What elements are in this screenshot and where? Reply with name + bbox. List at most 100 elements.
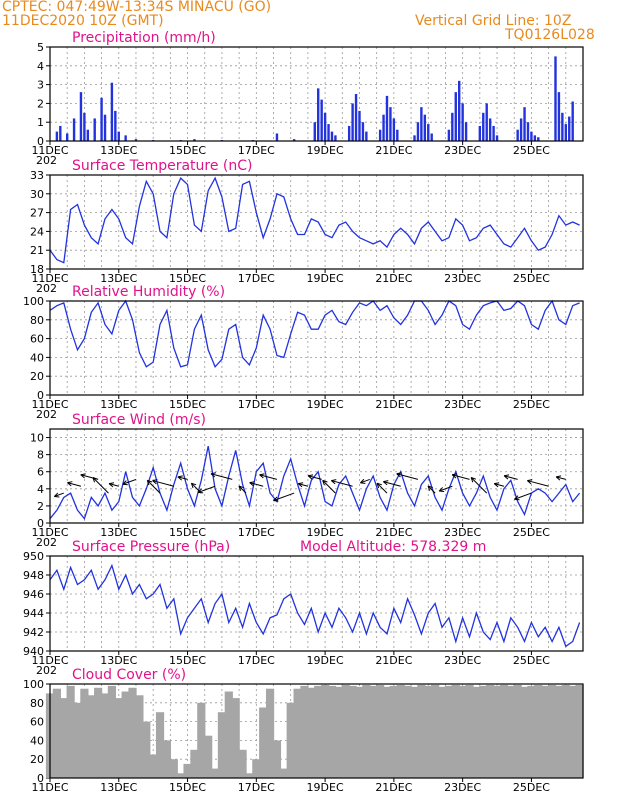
cloud-bar — [169, 759, 178, 778]
cloud-bar — [286, 702, 295, 778]
wind-arrow — [504, 475, 518, 480]
precip-bar — [492, 125, 495, 141]
pressure-xtick-label: 23DEC — [444, 654, 481, 667]
wind-arrow — [238, 485, 247, 494]
precip-bar — [485, 103, 488, 141]
temperature-frame — [49, 174, 584, 270]
wind-arrow — [122, 478, 137, 485]
model-code: TQ0126L028 — [505, 27, 595, 43]
precip-xtick-label: 13DEC — [100, 144, 137, 157]
precip-ytick-label: 0 — [37, 135, 44, 148]
pressure-xtick-label: 13DEC — [100, 654, 137, 667]
cloud-bar — [121, 691, 130, 778]
pressure-xtick-label: 19DEC — [307, 654, 344, 667]
cloud-ytick-label: 60 — [30, 716, 44, 729]
precip-bar — [313, 122, 316, 141]
forecast-date: 11DEC2020 10Z (GMT) — [2, 13, 164, 29]
precip-bar — [327, 124, 330, 141]
precip-bar — [83, 112, 86, 141]
wind-arrow-head — [383, 481, 388, 486]
precip-bar — [564, 124, 568, 141]
cloud-bar — [534, 684, 543, 778]
wind-arrow-head — [493, 483, 499, 488]
cloud-bar — [197, 702, 206, 778]
cloud-title: Cloud Cover (%) — [72, 667, 186, 683]
precip-bar — [382, 114, 385, 141]
wind-arrow — [298, 483, 309, 487]
cloud-bar — [100, 693, 110, 778]
wind-arrow-head — [307, 475, 313, 480]
cloud-bar — [451, 684, 460, 778]
precip-ytick-label: 1 — [37, 116, 44, 129]
temperature-xtick-label: 13DEC — [100, 272, 137, 285]
wind-arrow-head — [80, 474, 85, 479]
pressure-annotation: Model Altitude: 578.329 m — [300, 539, 486, 555]
wind-arrow-head — [190, 483, 194, 489]
wind-frame — [49, 428, 584, 524]
wind-arrow — [146, 480, 161, 494]
wind-arrow-head — [514, 498, 520, 501]
wind-arrow — [452, 474, 470, 480]
precip-title: Precipitation (mm/h) — [72, 30, 216, 46]
precip-bar — [430, 133, 433, 141]
temperature-ytick-label: 33 — [30, 169, 44, 182]
wind-arrow-head — [249, 481, 255, 484]
precip-bar — [495, 135, 499, 141]
wind-arrow-head — [555, 476, 561, 481]
panel-cloud: Cloud Cover (%) 0 20 40 60 80 100 11DEC 13DEC 15D… — [23, 667, 584, 794]
precip-bar — [114, 110, 117, 141]
wind-title: Surface Wind (m/s) — [72, 412, 206, 428]
precip-ytick-label: 4 — [37, 60, 44, 73]
cloud-bar — [389, 685, 398, 778]
cloud-bar — [59, 698, 68, 778]
cloud-xtick-label: 21DEC — [375, 781, 412, 794]
precip-bar — [420, 107, 423, 141]
temperature-xtick-label: 11DEC — [31, 272, 68, 285]
pressure-ytick-label: 946 — [23, 588, 44, 601]
precip-bar — [358, 110, 361, 141]
cloud-bar — [561, 684, 570, 778]
precip-bar — [554, 56, 557, 141]
precip-bar — [100, 97, 103, 141]
precip-bar — [526, 122, 530, 141]
precip-bar — [519, 118, 523, 141]
wind-arrow — [273, 492, 295, 502]
precip-ytick-label: 3 — [37, 79, 44, 92]
precip-xtick-label: 15DEC — [169, 144, 206, 157]
wind-arrow-head — [67, 481, 73, 484]
cloud-bar — [114, 698, 123, 778]
precip-bar — [72, 118, 76, 141]
humidity-ytick-label: 0 — [37, 389, 44, 402]
wind-arrow — [322, 480, 336, 494]
cloud-bar — [128, 687, 137, 778]
cloud-bar — [492, 685, 502, 778]
precip-bar — [396, 129, 399, 141]
wind-xtick-label: 23DEC — [444, 526, 481, 539]
wind-arrow — [197, 485, 216, 493]
precip-bar — [320, 99, 323, 141]
cloud-bar — [396, 684, 405, 778]
cloud-bar — [149, 754, 158, 778]
cloud-bar — [183, 763, 192, 778]
wind-arrow-head — [527, 479, 533, 482]
wind-arrow — [514, 492, 532, 500]
wind-arrow-head — [331, 480, 336, 485]
cloud-bar — [348, 685, 357, 778]
precip-bar — [59, 125, 62, 141]
wind-xtick-label: 17DEC — [238, 526, 275, 539]
cloud-bar — [204, 735, 213, 778]
precip-bar — [571, 101, 574, 141]
precip-bar — [351, 103, 354, 141]
wind-ytick-label: 6 — [37, 466, 44, 479]
wind-arrow-head — [360, 482, 366, 484]
wind-arrow-head — [308, 474, 314, 477]
cloud-bar — [52, 688, 61, 778]
cloud-bar — [458, 685, 467, 778]
cloud-xtick-label: 17DEC — [238, 781, 275, 794]
cloud-bar — [334, 686, 343, 778]
precip-bar — [275, 133, 279, 141]
wind-arrow-head — [503, 475, 509, 480]
wind-arrow — [439, 485, 453, 492]
temperature-xtick-label: 25DEC — [513, 272, 550, 285]
wind-arrow-head — [396, 473, 401, 478]
